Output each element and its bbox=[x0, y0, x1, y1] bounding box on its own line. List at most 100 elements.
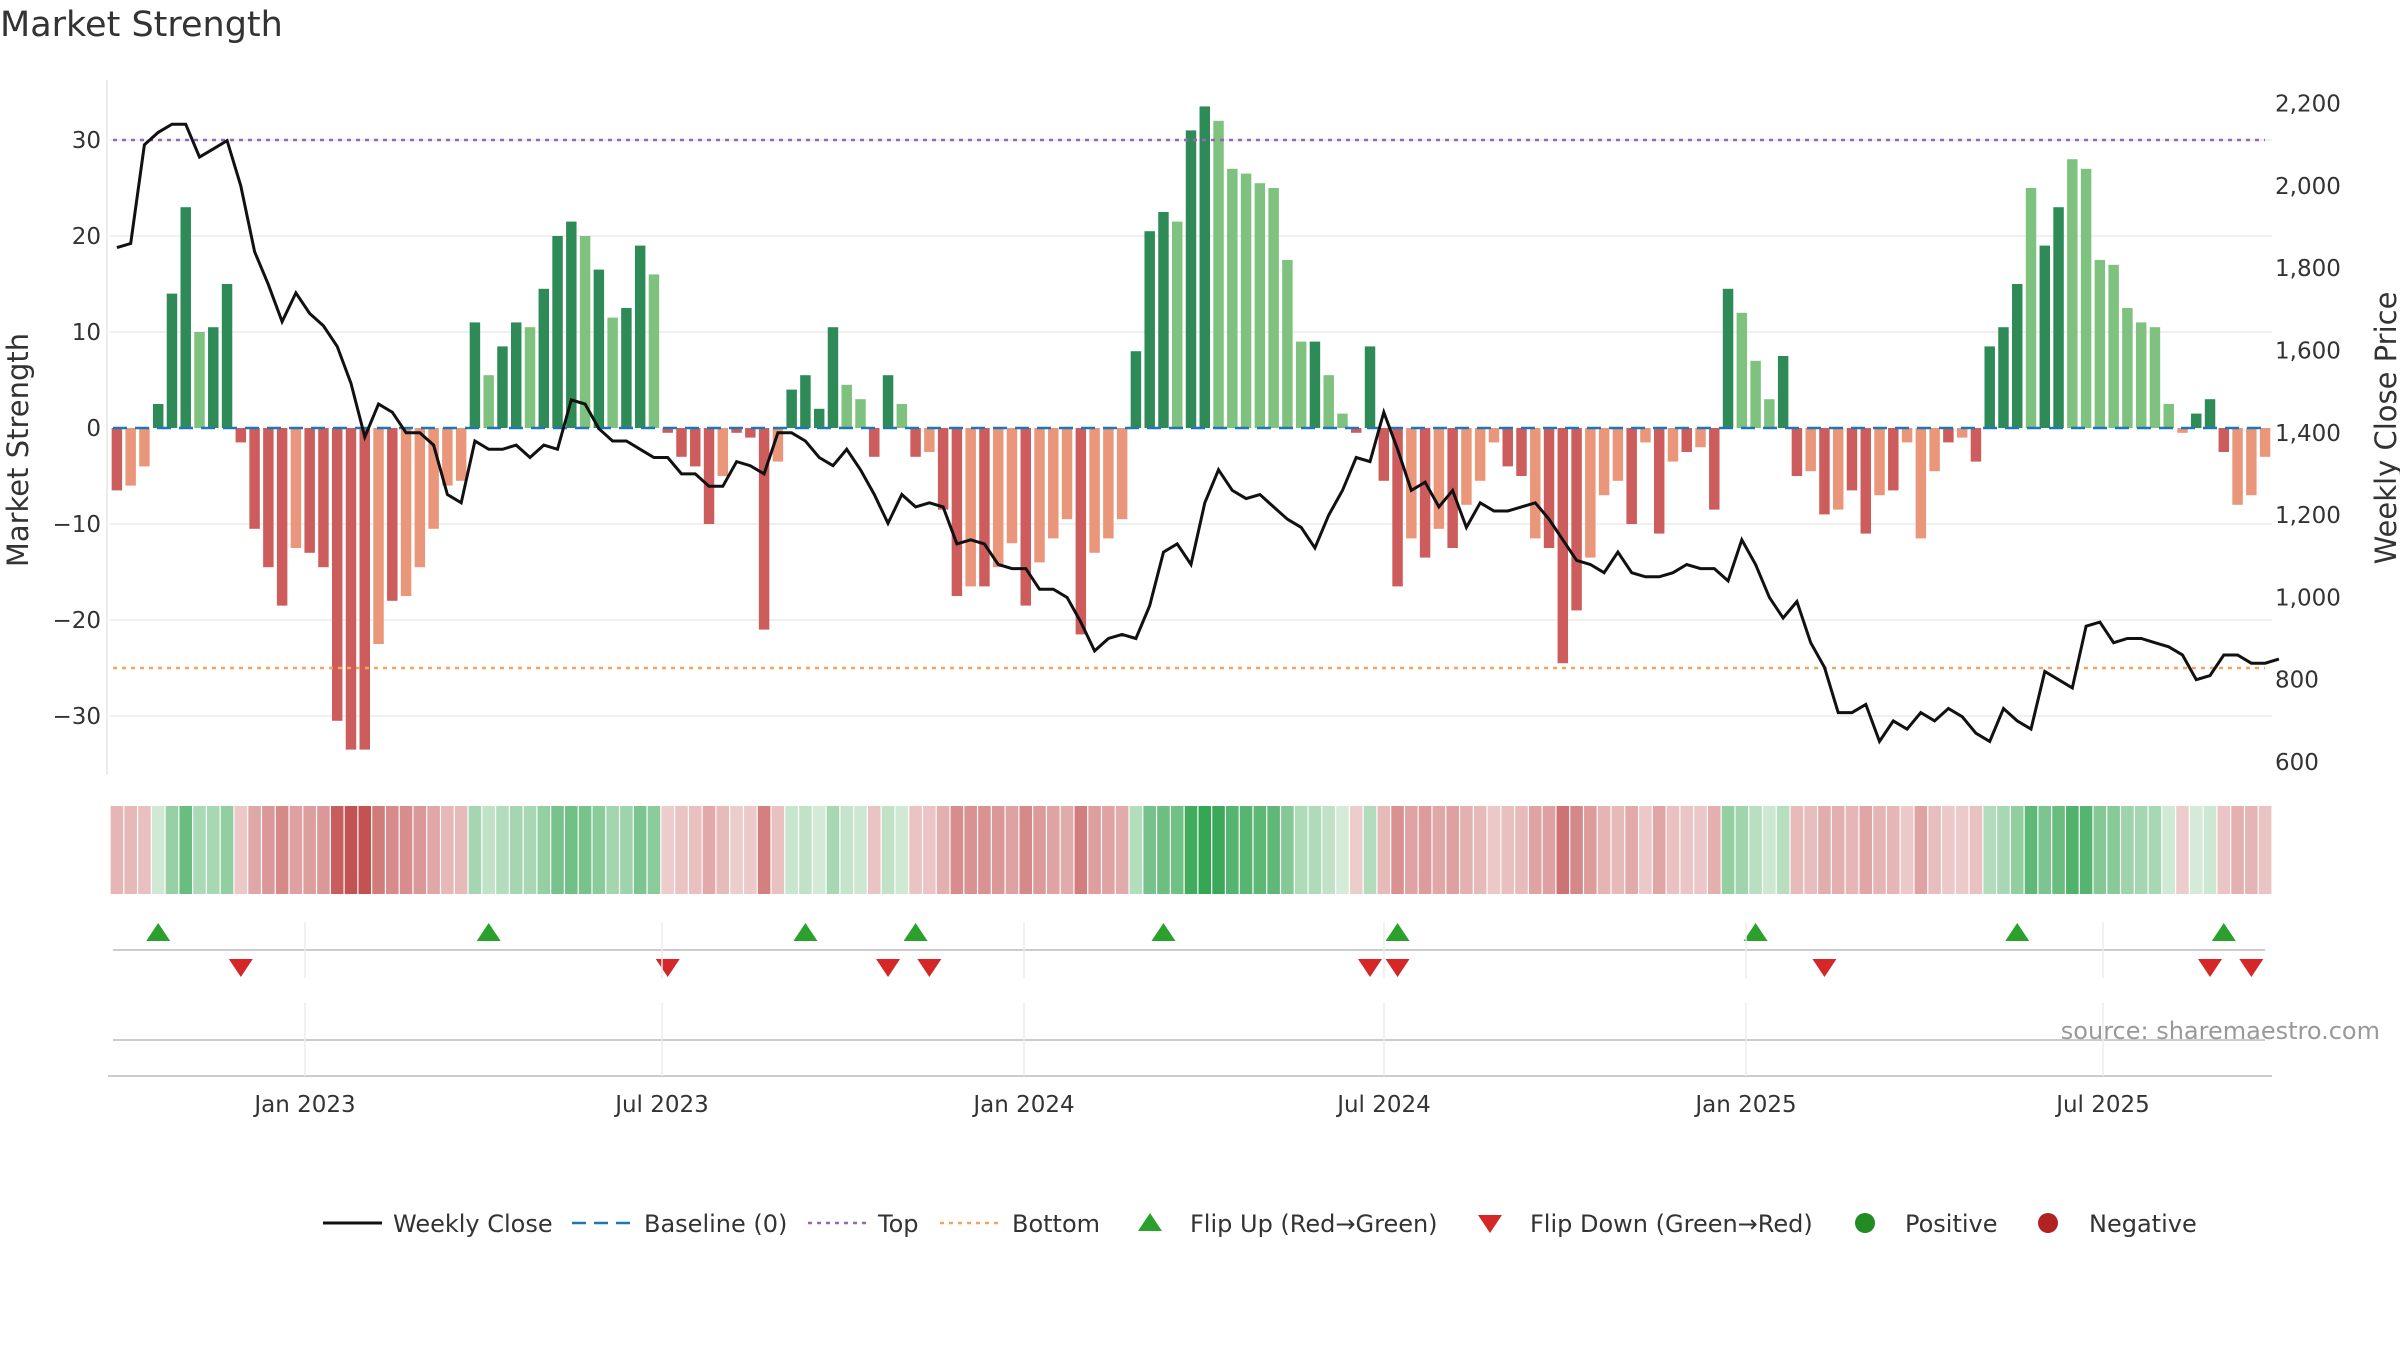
strip-cell bbox=[730, 806, 743, 894]
strip-cell bbox=[1308, 806, 1322, 894]
strength-bar bbox=[2094, 260, 2106, 428]
strip-cell bbox=[1226, 806, 1239, 894]
strip-cell bbox=[509, 806, 523, 894]
strip-cell bbox=[1900, 806, 1914, 894]
strip-cell bbox=[2134, 806, 2148, 894]
strength-bar bbox=[1185, 130, 1197, 428]
strength-bar bbox=[180, 207, 191, 428]
strength-bar bbox=[400, 428, 412, 596]
strip-cell bbox=[2217, 806, 2231, 894]
strength-bar bbox=[1722, 288, 1734, 428]
strip-cell bbox=[1708, 806, 1721, 894]
strip-cell bbox=[2189, 806, 2203, 894]
strip-cell bbox=[1873, 806, 1886, 894]
strip-cell bbox=[1487, 806, 1501, 894]
strip-cell bbox=[1694, 806, 1707, 894]
strength-bar bbox=[1295, 341, 1307, 428]
strip-cell bbox=[1184, 806, 1198, 894]
strength-bar bbox=[1240, 173, 1252, 428]
strip-cell bbox=[675, 806, 688, 894]
strip-cell bbox=[110, 806, 124, 894]
strength-bar bbox=[442, 428, 453, 486]
y-tick-label: 10 bbox=[72, 320, 101, 346]
strip-cell bbox=[1845, 806, 1859, 894]
strength-bar bbox=[345, 428, 357, 750]
flip-up-marker bbox=[2005, 923, 2030, 941]
strength-bar bbox=[1846, 428, 1858, 491]
strength-bar bbox=[1571, 428, 1582, 611]
strip-cell bbox=[289, 806, 303, 894]
strip-cell bbox=[1804, 806, 1817, 894]
strip-cell bbox=[1019, 806, 1033, 894]
strip-cell bbox=[454, 806, 468, 894]
strength-bar bbox=[1585, 428, 1596, 558]
strength-bar bbox=[1819, 428, 1830, 515]
strip-cell bbox=[1501, 806, 1515, 894]
strip-cell bbox=[1363, 806, 1377, 894]
strength-bar bbox=[1777, 356, 1789, 428]
strength-bar bbox=[331, 428, 343, 721]
strip-cell bbox=[1969, 806, 1983, 894]
strength-bar bbox=[703, 428, 715, 524]
strip-cell bbox=[1570, 806, 1583, 894]
strip-cell bbox=[1639, 806, 1652, 894]
strength-bar bbox=[566, 221, 577, 428]
strength-bar bbox=[249, 428, 260, 529]
strength-bar bbox=[2039, 245, 2051, 428]
strip-cell bbox=[2066, 806, 2079, 894]
x-axis: Jan 2023 Jul 2023 Jan 2024 Jul 2024 Jan 2025… bbox=[252, 922, 2150, 1118]
x-tick-label: Jan 2024 bbox=[971, 1092, 1074, 1118]
strength-bar bbox=[662, 428, 673, 433]
y-tick-label: 0 bbox=[86, 416, 101, 442]
strip-cell bbox=[2258, 806, 2272, 894]
strip-cell bbox=[867, 806, 881, 894]
strength-bar bbox=[1598, 428, 1610, 496]
strength-bar bbox=[373, 428, 384, 644]
y2-tick-label: 2,200 bbox=[2275, 92, 2341, 118]
strength-bar bbox=[1860, 428, 1871, 534]
strength-bar bbox=[483, 375, 494, 428]
strength-color-strip bbox=[110, 806, 2272, 894]
strength-bar bbox=[221, 284, 233, 428]
strip-cell bbox=[1584, 806, 1597, 894]
strip-cell bbox=[1033, 806, 1046, 894]
strength-bar bbox=[2135, 322, 2147, 428]
flip-up-marker bbox=[146, 923, 171, 941]
strength-bar bbox=[235, 428, 247, 443]
strength-bar bbox=[552, 236, 563, 428]
strength-bar bbox=[882, 375, 894, 428]
strength-bar bbox=[937, 428, 949, 510]
flip-up-marker bbox=[1743, 923, 1768, 941]
strength-bar bbox=[152, 404, 164, 428]
strength-bar bbox=[1337, 413, 1348, 428]
strength-bar bbox=[1268, 188, 1279, 428]
strength-bar bbox=[111, 428, 123, 491]
left-axis-label: Market Strength bbox=[1, 333, 35, 567]
strip-cell bbox=[2052, 806, 2065, 894]
strength-bar bbox=[1956, 428, 1968, 438]
y-tick-label: −30 bbox=[52, 704, 101, 730]
strip-cell bbox=[1859, 806, 1873, 894]
strip-cell bbox=[1405, 806, 1418, 894]
strip-cell bbox=[1129, 806, 1143, 894]
legend-bottom: Bottom bbox=[1012, 1210, 1100, 1238]
strip-cell bbox=[744, 806, 757, 894]
left-y-axis: 30 20 10 0 −10 −20 −30 bbox=[52, 128, 101, 730]
strength-bar bbox=[455, 428, 467, 481]
strength-bar bbox=[1116, 428, 1128, 520]
strength-bar bbox=[1764, 399, 1775, 428]
strip-cell bbox=[2203, 806, 2217, 894]
strength-bar bbox=[1832, 428, 1844, 510]
strip-cell bbox=[661, 806, 674, 894]
strip-cell bbox=[1666, 806, 1680, 894]
strip-cell bbox=[138, 806, 151, 894]
strength-bar bbox=[690, 428, 701, 467]
flip-up-marker bbox=[476, 923, 501, 941]
strip-cell bbox=[317, 806, 330, 894]
strip-cell bbox=[1652, 806, 1666, 894]
legend-flip-up-icon bbox=[1138, 1213, 1162, 1231]
strip-cell bbox=[1349, 806, 1363, 894]
strip-cell bbox=[785, 806, 798, 894]
strength-bar bbox=[965, 428, 976, 587]
strip-cell bbox=[771, 806, 785, 894]
